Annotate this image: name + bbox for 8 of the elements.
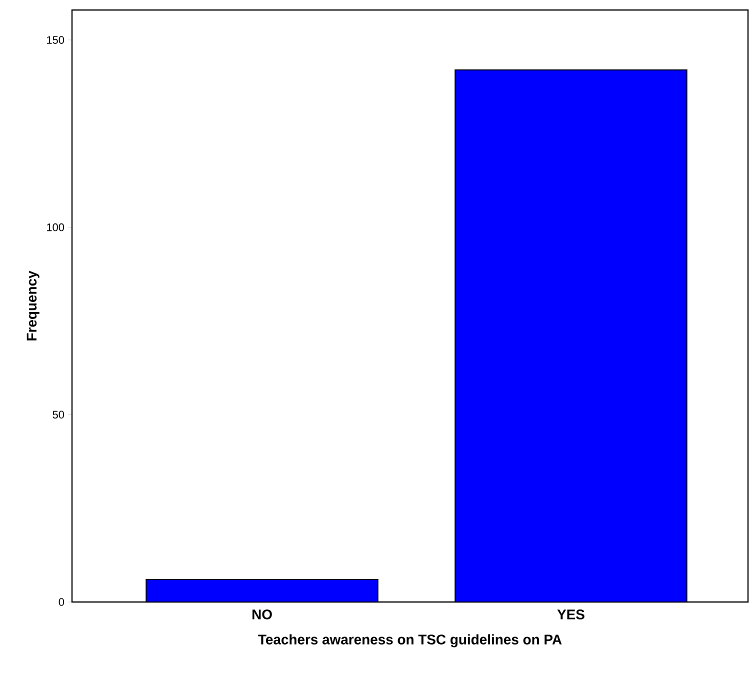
y-tick-label: 100 xyxy=(47,223,64,232)
y-tick-label: 50 xyxy=(52,410,64,419)
y-axis-title: Frequency xyxy=(26,270,40,340)
x-axis-title: Teachers awareness on TSC guidelines on PA xyxy=(258,634,562,648)
x-tick-label: NO xyxy=(252,609,272,620)
x-tick-label: YES xyxy=(557,609,584,620)
y-tick-label: 0 xyxy=(58,598,64,606)
y-tick-label: 150 xyxy=(47,36,64,44)
